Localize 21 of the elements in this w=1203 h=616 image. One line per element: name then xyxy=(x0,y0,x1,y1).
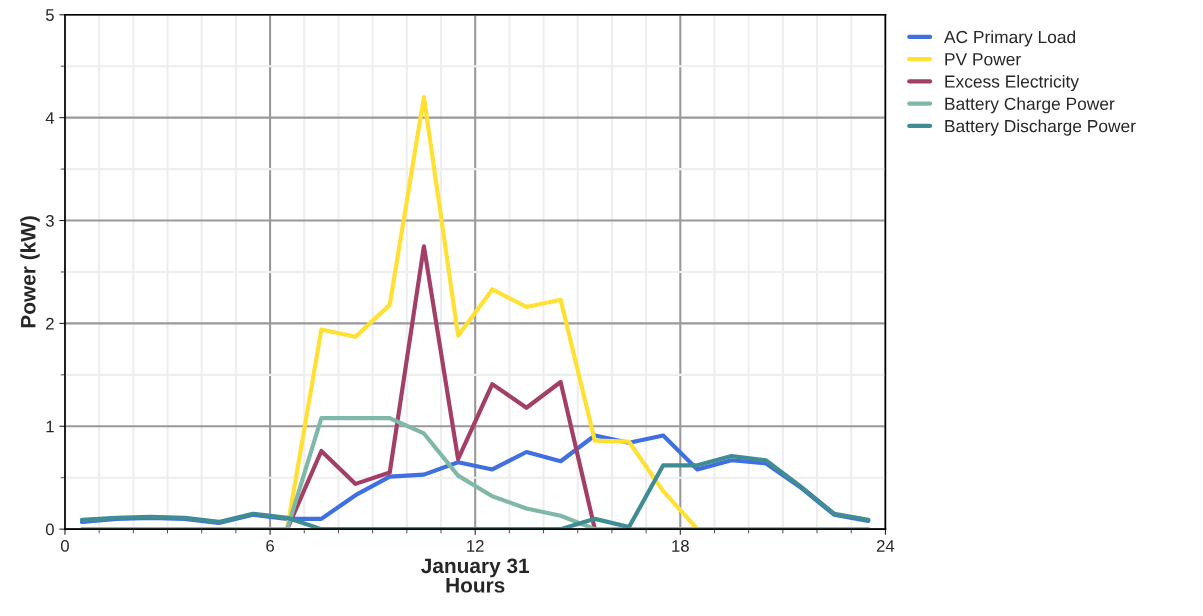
legend-label: AC Primary Load xyxy=(943,30,1076,47)
y-tick-label: 3 xyxy=(45,214,54,227)
y-tick-label: 4 xyxy=(45,112,55,124)
line-series xyxy=(79,415,871,530)
legend-label: Excess Electricity xyxy=(945,74,1079,92)
x-tick-label: 24 xyxy=(876,540,895,552)
legend-label: PV Power xyxy=(945,53,1021,66)
x-tick-label: 6 xyxy=(266,540,274,552)
x-tick-label: 0 xyxy=(60,540,69,552)
line-series xyxy=(285,94,700,530)
legend-label: Battery Charge Power xyxy=(945,97,1115,114)
y-tick-label: 0 xyxy=(45,523,54,536)
x-tick-label: 18 xyxy=(672,540,689,552)
line-series xyxy=(79,454,871,530)
y-tick-label: 5 xyxy=(45,9,54,21)
legend-label: Battery Discharge Power xyxy=(945,119,1136,136)
y-axis-title: Power (kW) xyxy=(20,216,40,328)
y-tick-label: 2 xyxy=(46,317,54,330)
x-axis-title: January 31 Hours xyxy=(421,558,530,593)
y-tick-label: 1 xyxy=(46,420,54,433)
x-tick-label: 12 xyxy=(467,540,484,552)
